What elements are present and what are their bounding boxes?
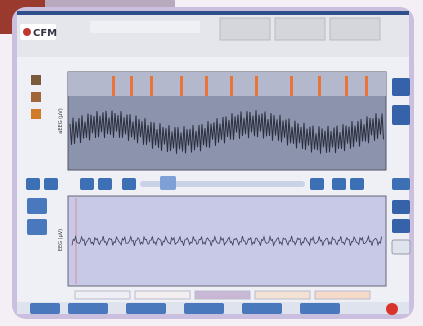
page: {"header": {"logo": "CFM"}, "panels": {"… [0,0,423,322]
bottom-button[interactable] [68,303,108,314]
legend-box [315,291,370,299]
nav-button[interactable] [26,178,40,190]
event-marker [255,76,258,96]
tab[interactable] [330,18,380,40]
bottom-button[interactable] [242,303,282,314]
legend-box [255,291,310,299]
side-button[interactable] [392,105,410,125]
event-marker [230,76,233,96]
nav-button[interactable] [44,178,58,190]
aeeg-top-band [68,72,386,96]
logo: CFM [33,28,57,39]
nav-button[interactable] [80,178,94,190]
screen: CFM aEEG (µV) EEG (µV) [0,0,423,322]
record-button[interactable] [386,303,398,315]
aeeg-axis-label: aEEG (µV) [58,108,64,133]
bottom-button[interactable] [300,303,340,314]
event-marker [290,76,293,96]
event-marker [345,76,348,96]
event-marker [365,76,368,96]
side-button[interactable] [392,240,410,254]
nav-button[interactable] [332,178,346,190]
event-marker [180,76,183,96]
legend-box [195,291,250,299]
tool-icon[interactable] [31,109,41,119]
nav-button[interactable] [350,178,364,190]
event-marker [318,76,321,96]
event-marker [130,76,133,96]
legend-box [135,291,190,299]
tool-icon[interactable] [31,75,41,85]
legend-box [75,291,130,299]
side-button[interactable] [392,78,410,96]
event-marker [112,76,115,96]
event-marker [205,76,208,96]
tool-button[interactable] [27,198,47,214]
eeg-axis-label: EEG (µV) [58,229,64,251]
event-marker [150,76,153,96]
bottom-button[interactable] [184,303,224,314]
bottom-button[interactable] [126,303,166,314]
nav-button[interactable] [98,178,112,190]
logo-icon [23,28,31,36]
status-bar [17,11,409,15]
tool-icon[interactable] [31,92,41,102]
patient-field[interactable] [90,21,200,33]
tab[interactable] [220,18,270,40]
side-button[interactable] [392,200,410,214]
tab[interactable] [275,18,325,40]
tool-button[interactable] [27,219,47,235]
nav-button[interactable] [310,178,324,190]
bottom-button[interactable] [30,303,60,314]
side-button[interactable] [392,219,410,233]
nav-button[interactable] [392,178,410,190]
slider-thumb[interactable] [160,176,176,190]
nav-button[interactable] [122,178,136,190]
